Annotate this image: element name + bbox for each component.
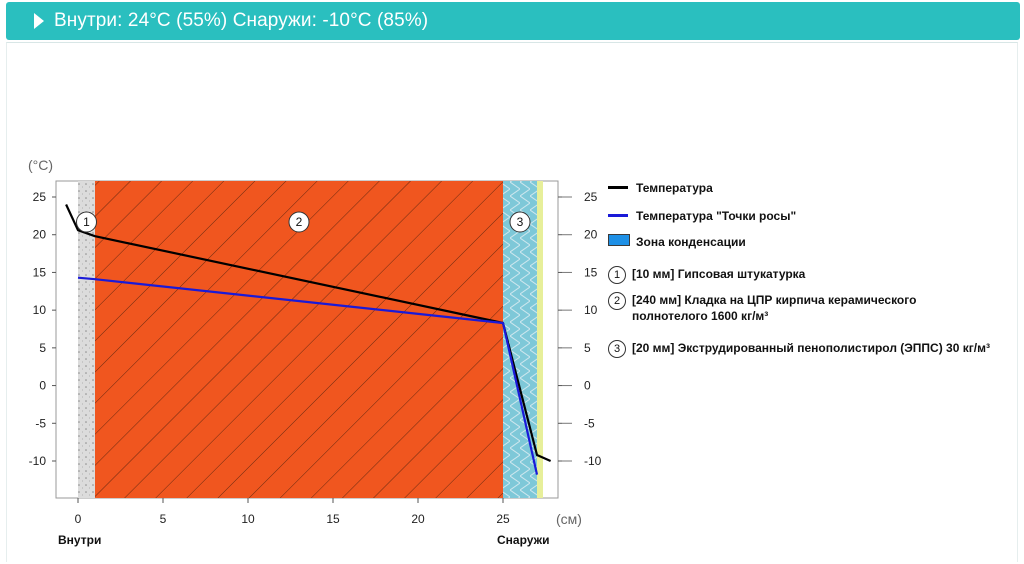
layer-badge-label: 2 — [296, 215, 303, 229]
x-tick-label: 20 — [411, 512, 425, 526]
layer-1-badge: 1 — [608, 266, 626, 284]
y-tick-label-right: 20 — [584, 228, 598, 242]
y-tick-label-right: 10 — [584, 303, 598, 317]
y-tick-label-left: -5 — [35, 416, 46, 430]
y-tick-label-left: -10 — [29, 454, 47, 468]
y-tick-label-left: 15 — [33, 265, 47, 279]
dew-point-line — [77, 276, 539, 475]
layer-badge-label: 1 — [83, 215, 90, 229]
brick-hatch — [95, 181, 503, 498]
x-tick-label: 0 — [75, 512, 82, 526]
y-tick-label-right: 15 — [584, 265, 598, 279]
conditions-title: Внутри: 24°C (55%) Снаружи: -10°C (85%) — [54, 10, 429, 31]
legend-condensation: Зона конденсации — [608, 234, 746, 250]
temperature-line — [65, 204, 552, 463]
y-tick-label-left: 5 — [39, 341, 46, 355]
x-unit-label: (см) — [556, 511, 582, 527]
legend-dew-point-label: Температура "Точки росы" — [636, 209, 797, 223]
y-tick-label-right: -10 — [584, 454, 602, 468]
y-unit-label: (°C) — [28, 157, 53, 173]
layer-badge-label: 3 — [517, 215, 524, 229]
layer-3-badge: 3 — [608, 340, 626, 358]
legend-condensation-label: Зона конденсации — [636, 235, 746, 249]
legend-dew-point: Температура "Точки росы" — [608, 208, 796, 224]
y-tick-label-right: 5 — [584, 341, 591, 355]
y-tick-label-right: 25 — [584, 190, 598, 204]
blue-line-icon — [608, 214, 628, 217]
x-tick-label: 10 — [241, 512, 255, 526]
legend-temperature: Температура — [608, 180, 713, 196]
accordion-header[interactable]: Внутри: 24°C (55%) Снаружи: -10°C (85%) — [6, 2, 1020, 40]
legend-layer-2-label: [240 мм] Кладка на ЦПР кирпича керамичес… — [632, 293, 917, 323]
layer-badge — [509, 211, 531, 233]
legend-layer-3-label: [20 мм] Экструдированный пенополистирол … — [632, 341, 990, 355]
layer-badge — [76, 211, 97, 233]
y-tick-label-left: 25 — [33, 190, 47, 204]
accordion-panel — [6, 42, 1018, 562]
y-tick-label-left: 10 — [33, 303, 47, 317]
y-tick-label-right: -5 — [584, 416, 595, 430]
black-line-icon — [608, 186, 628, 189]
inside-label: Внутри — [58, 533, 101, 547]
layer-badge — [288, 211, 310, 233]
expand-arrow-icon[interactable] — [34, 13, 44, 29]
legend-layer-1: 1 [10 мм] Гипсовая штукатурка — [608, 266, 805, 284]
outside-label: Снаружи — [497, 533, 549, 547]
x-tick-label: 25 — [496, 512, 510, 526]
x-tick-label: 15 — [326, 512, 340, 526]
plaster-texture — [78, 181, 95, 498]
outer-finish-strip — [537, 181, 543, 498]
y-tick-label-left: 20 — [33, 228, 47, 242]
legend-temperature-label: Температура — [636, 181, 713, 195]
condensation-swatch-icon — [608, 234, 630, 246]
legend-layer-1-label: [10 мм] Гипсовая штукатурка — [632, 267, 806, 281]
legend-layer-2: 2 [240 мм] Кладка на ЦПР кирпича керамич… — [608, 292, 988, 324]
y-tick-label-right: 0 — [584, 379, 591, 393]
x-tick-label: 5 — [160, 512, 167, 526]
layer-2-badge: 2 — [608, 292, 626, 310]
legend-layer-3: 3 [20 мм] Экструдированный пенополистиро… — [608, 340, 1008, 358]
y-tick-label-left: 0 — [39, 379, 46, 393]
